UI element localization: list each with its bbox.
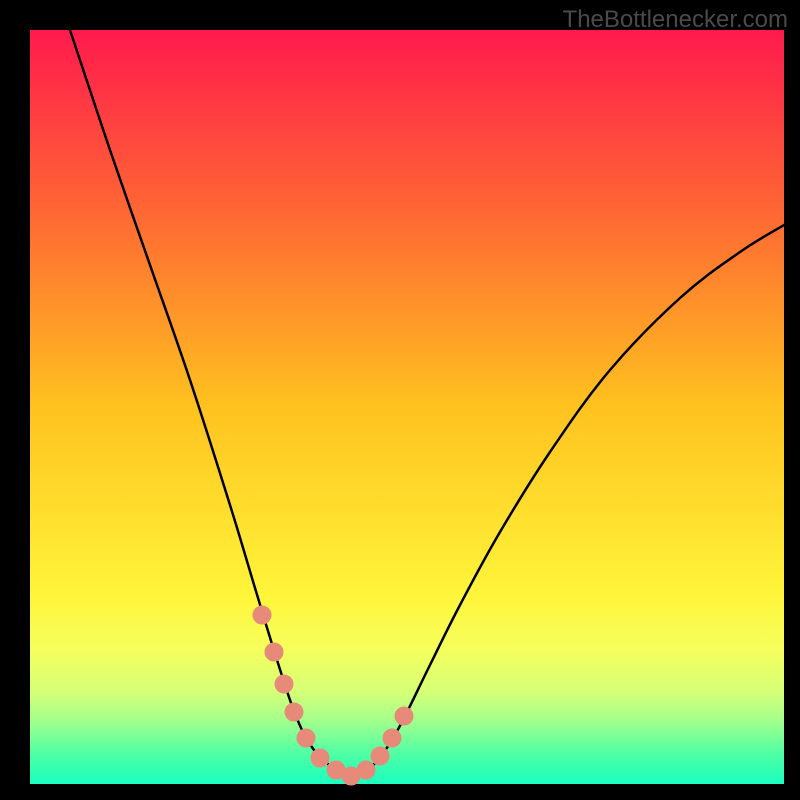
right-curve bbox=[352, 225, 784, 776]
valley-marker bbox=[357, 761, 375, 779]
valley-marker bbox=[253, 606, 271, 624]
valley-marker bbox=[371, 747, 389, 765]
watermark-text: TheBottlenecker.com bbox=[563, 6, 788, 34]
valley-marker bbox=[297, 729, 315, 747]
valley-marker bbox=[275, 675, 293, 693]
bottleneck-curve-svg bbox=[30, 30, 784, 784]
valley-marker bbox=[265, 643, 283, 661]
plot-area bbox=[30, 30, 784, 784]
marker-group bbox=[253, 606, 413, 785]
valley-marker bbox=[311, 749, 329, 767]
valley-marker bbox=[383, 729, 401, 747]
valley-marker bbox=[395, 707, 413, 725]
valley-marker bbox=[285, 703, 303, 721]
left-curve bbox=[70, 30, 352, 776]
chart-canvas: TheBottlenecker.com bbox=[0, 0, 800, 800]
